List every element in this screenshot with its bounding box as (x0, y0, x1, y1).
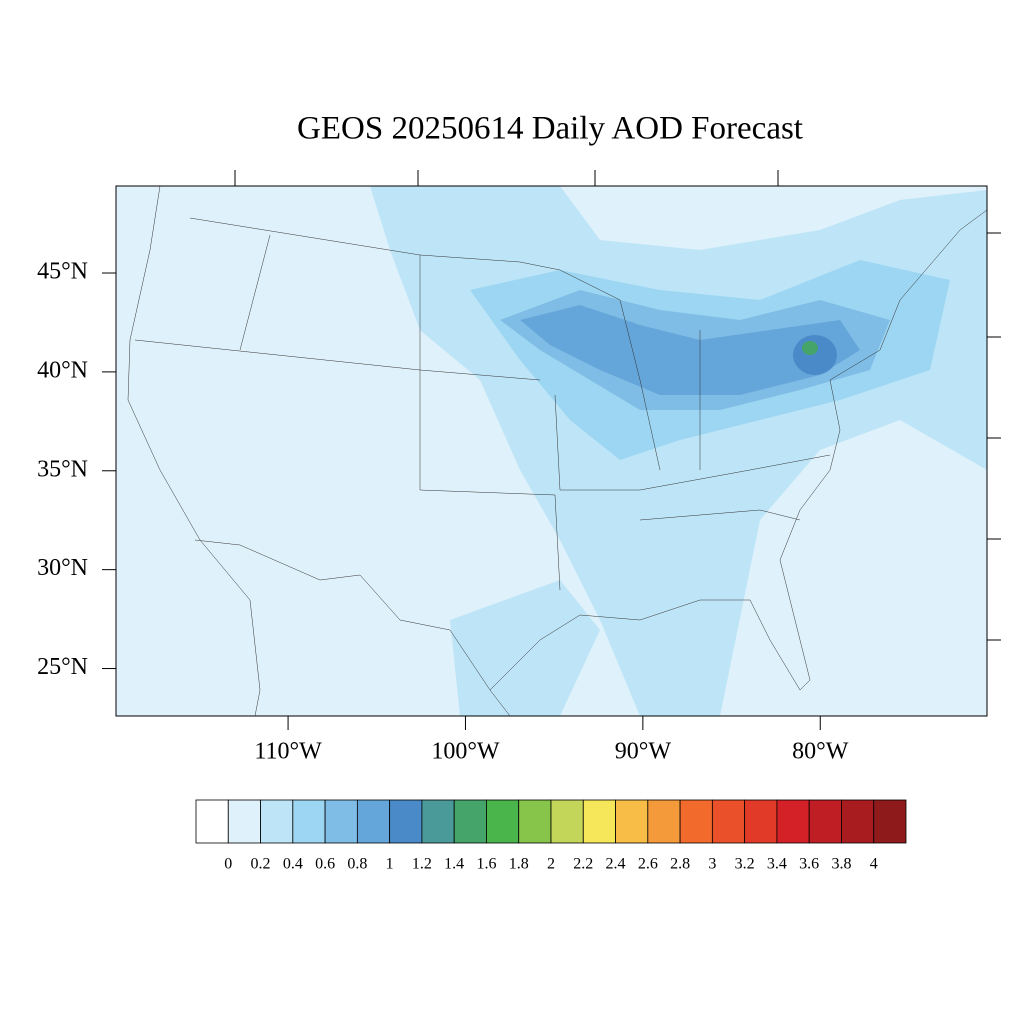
colorbar-box (292, 799, 326, 844)
colorbar-box (389, 799, 423, 844)
colorbar-label: 0.4 (283, 856, 303, 873)
colorbar-box (679, 799, 713, 844)
colorbar-box (808, 799, 842, 844)
y-tick-label: 30°N (37, 555, 88, 581)
colorbar-label: 3.2 (735, 856, 755, 873)
y-tick-label: 35°N (37, 456, 88, 482)
colorbar-label: 2 (547, 856, 555, 873)
x-tick-label: 80°W (792, 739, 849, 765)
colorbar-box (582, 799, 616, 844)
colorbar-label: 3.4 (767, 856, 787, 873)
colorbar-box (647, 799, 681, 844)
colorbar-label: 1.8 (509, 856, 529, 873)
aod-field (116, 186, 987, 716)
aod-region (793, 335, 837, 375)
colorbar-label: 3.6 (799, 856, 819, 873)
x-tick-label: 90°W (615, 739, 672, 765)
colorbar-box (486, 799, 520, 844)
x-tick-label: 100°W (431, 739, 500, 765)
colorbar-label: 2.2 (573, 856, 593, 873)
colorbar-label: 2.8 (670, 856, 690, 873)
colorbar-box (550, 799, 584, 844)
colorbar-label: 0.2 (251, 856, 271, 873)
colorbar-box (260, 799, 294, 844)
y-tick-label: 25°N (37, 654, 88, 680)
plot-frame (115, 185, 988, 717)
colorbar-box (518, 799, 552, 844)
colorbar-label: 0.8 (347, 856, 367, 873)
colorbar-label: 2.6 (638, 856, 658, 873)
aod-region (802, 341, 818, 355)
y-tick-label: 45°N (37, 259, 88, 285)
colorbar-box (711, 799, 746, 844)
colorbar-label: 0.6 (315, 856, 335, 873)
y-tick-label: 40°N (37, 357, 88, 383)
x-tick-label: 110°W (254, 739, 322, 765)
colorbar-label: 0 (224, 856, 232, 873)
map-title: GEOS 20250614 Daily AOD Forecast (297, 111, 803, 147)
colorbar-box (195, 799, 229, 844)
colorbar-label: 3 (708, 856, 716, 873)
colorbar: 0 0.2 0.4 0.6 0.8 1 1.2 1.4 1.6 1.8 2 2.2 2.4 2.6 2.8 3… (195, 799, 907, 873)
colorbar-label: 4 (870, 856, 878, 873)
colorbar-label: 1.6 (476, 856, 496, 873)
colorbar-box (453, 799, 487, 844)
colorbar-box (324, 799, 358, 844)
colorbar-box (615, 799, 649, 844)
aod-region (450, 580, 600, 716)
colorbar-box (873, 799, 907, 844)
colorbar-label: 1.2 (412, 856, 432, 873)
colorbar-box (744, 799, 778, 844)
colorbar-box (356, 799, 391, 844)
colorbar-box (776, 799, 810, 844)
colorbar-box (421, 799, 455, 844)
colorbar-label: 3.8 (831, 856, 851, 873)
colorbar-box (227, 799, 261, 844)
colorbar-label: 2.4 (606, 856, 626, 873)
colorbar-box (841, 799, 875, 844)
aod-region (520, 305, 860, 395)
colorbar-label: 1.4 (444, 856, 464, 873)
colorbar-label: 1 (386, 856, 394, 873)
